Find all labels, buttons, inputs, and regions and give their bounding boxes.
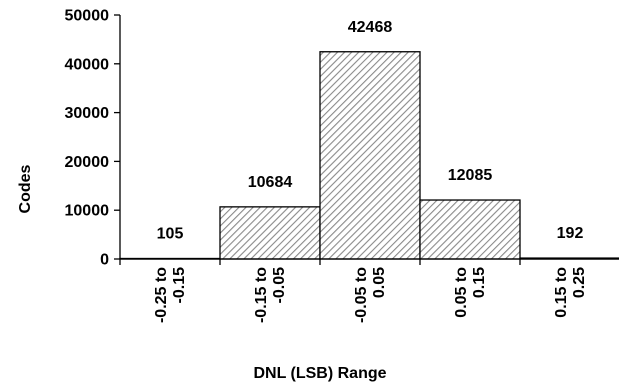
bar-2 — [319, 51, 421, 260]
x-tick-label-2-line-0: -0.05 to — [353, 267, 370, 323]
y-tick-label-2: 20000 — [65, 154, 110, 171]
x-tick-label-3: 0.05 to 0.15 — [453, 267, 488, 318]
data-label-0: 105 — [157, 225, 184, 242]
y-tick-label-3: 30000 — [65, 105, 110, 122]
axes-layer — [114, 14, 619, 265]
x-tick-label-4: 0.15 to 0.25 — [553, 267, 588, 318]
labels-layer: 0 10000 20000 30000 40000 50000 105 10684 42468 1… — [65, 8, 589, 324]
x-tick-label-3-line-1: 0.15 — [471, 267, 488, 298]
data-label-2: 42468 — [348, 19, 393, 36]
x-tick-label-4-line-1: 0.25 — [571, 267, 588, 298]
x-tick-label-2: -0.05 to 0.05 — [353, 267, 388, 323]
x-tick-label-1-line-1: -0.05 — [271, 267, 288, 304]
y-tick-label-0: 0 — [100, 252, 109, 269]
x-tick-label-0-line-1: -0.15 — [171, 267, 188, 304]
data-label-1: 10684 — [248, 174, 293, 191]
x-tick-label-1-line-0: -0.15 to — [253, 267, 270, 323]
bars-layer — [119, 51, 619, 260]
data-label-3: 12085 — [448, 167, 493, 184]
x-tick-label-0-line-0: -0.25 to — [153, 267, 170, 323]
x-tick-label-3-line-0: 0.05 to — [453, 267, 470, 318]
y-tick-label-1: 10000 — [65, 203, 110, 220]
y-tick-label-4: 40000 — [65, 56, 110, 73]
y-tick-label-5: 50000 — [65, 8, 110, 25]
data-label-4: 192 — [557, 225, 584, 242]
x-tick-label-4-line-0: 0.15 to — [553, 267, 570, 318]
y-axis-title: Codes — [17, 164, 34, 213]
x-tick-label-1: -0.15 to -0.05 — [253, 267, 288, 323]
x-axis-title: DNL (LSB) Range — [253, 365, 386, 382]
x-tick-label-0: -0.25 to -0.15 — [153, 267, 188, 323]
bar-1 — [219, 206, 321, 260]
x-tick-label-2-line-1: 0.05 — [371, 267, 388, 298]
bar-3 — [419, 199, 521, 260]
